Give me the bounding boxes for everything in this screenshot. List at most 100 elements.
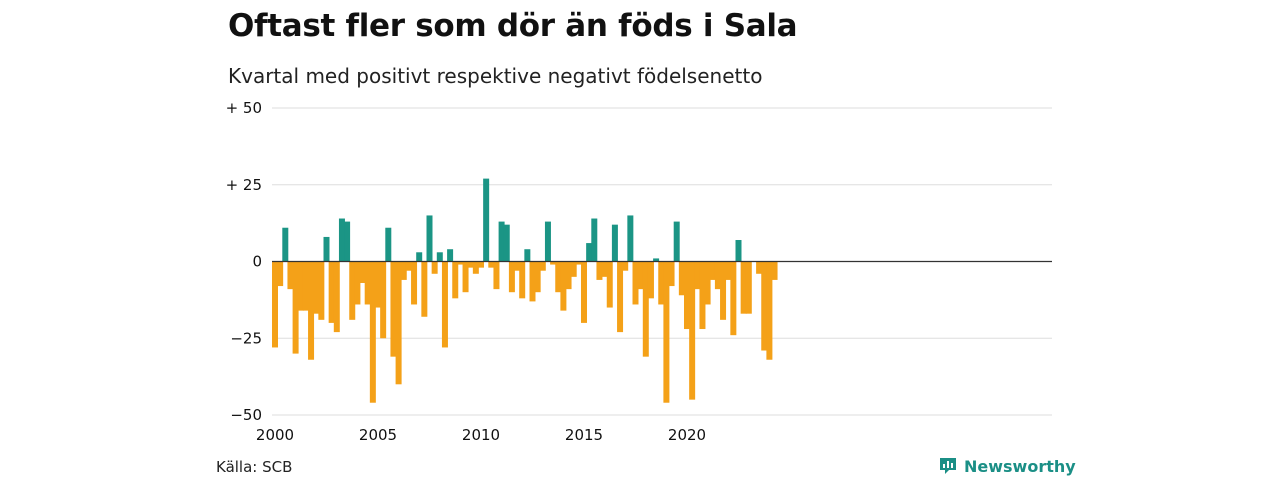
bar [498, 221, 505, 262]
bar [333, 261, 340, 333]
bar [653, 258, 660, 262]
bar [684, 261, 690, 330]
gridlines [272, 107, 1052, 416]
bar [457, 261, 464, 265]
y-tick-label: + 25 [226, 176, 262, 194]
source-note: Källa: SCB [216, 458, 293, 476]
bar [436, 252, 443, 262]
bar [292, 261, 299, 354]
newsworthy-logo-icon [940, 458, 956, 474]
bar [426, 215, 433, 262]
bar [709, 261, 716, 280]
bar [318, 261, 325, 320]
bar [390, 261, 397, 357]
y-tick-label: −25 [230, 329, 262, 347]
bar [555, 261, 562, 293]
bar [704, 261, 711, 305]
bar [395, 261, 402, 385]
bar [272, 261, 278, 348]
bar [596, 261, 603, 280]
bar [766, 261, 773, 360]
x-tick-label: 2020 [668, 426, 706, 444]
bar [411, 261, 418, 305]
bar [287, 261, 294, 290]
bar [673, 221, 680, 262]
bar [699, 261, 706, 330]
bar [658, 261, 665, 305]
bar [663, 261, 670, 403]
y-tick-label: −50 [230, 406, 262, 424]
bar [514, 261, 521, 271]
bar [550, 261, 557, 265]
bar [565, 261, 572, 290]
x-tick-label: 2005 [359, 426, 397, 444]
bar [606, 261, 613, 308]
bar [308, 261, 315, 360]
bar [519, 261, 526, 299]
bar [581, 261, 587, 323]
bar [622, 261, 629, 271]
chart-title: Oftast fler som dör än föds i Sala [228, 8, 798, 44]
x-tick-label: 2000 [256, 426, 294, 444]
newsworthy-brand[interactable]: Newsworthy [938, 456, 1076, 476]
bar [771, 261, 778, 280]
bar [678, 261, 685, 296]
brand-name: Newsworthy [964, 456, 1076, 476]
bar [611, 224, 618, 262]
bar [380, 261, 387, 339]
bar [452, 261, 459, 299]
bar [405, 261, 412, 271]
bar [421, 261, 428, 317]
bar [534, 261, 541, 293]
bar [354, 261, 361, 305]
bar [338, 218, 345, 262]
bar [740, 261, 747, 314]
bar [369, 261, 376, 403]
bar [591, 218, 598, 262]
bar [570, 261, 577, 277]
bar [575, 261, 582, 265]
y-tick-label: 0 [252, 253, 262, 271]
bar [462, 261, 469, 293]
bar [714, 261, 721, 290]
bar [323, 236, 330, 262]
bar [725, 261, 732, 280]
bar [637, 261, 644, 290]
bar [493, 261, 500, 290]
bar [400, 261, 407, 280]
bar [441, 261, 448, 348]
bar [297, 261, 304, 311]
bar [328, 261, 335, 323]
bar [730, 261, 737, 336]
x-axis-tick-labels: 2000 2005 2010 2015 2020 [256, 426, 706, 444]
bar [344, 221, 351, 262]
chart-subtitle: Kvartal med positivt respektive negativt… [228, 64, 763, 88]
bar [447, 249, 454, 262]
bar [488, 261, 495, 268]
bar [689, 261, 696, 400]
bar [544, 221, 551, 262]
bars [272, 178, 778, 403]
bar [745, 261, 752, 314]
bar [349, 261, 356, 320]
bar [478, 261, 484, 268]
bar [761, 261, 768, 351]
x-tick-label: 2015 [565, 426, 603, 444]
bar [385, 227, 392, 262]
bar [668, 261, 675, 287]
bar [313, 261, 320, 314]
bar [416, 252, 423, 262]
bar [539, 261, 546, 271]
bar [364, 261, 371, 305]
bar [627, 215, 634, 262]
bar [617, 261, 624, 333]
bar [601, 261, 608, 277]
bar [560, 261, 567, 311]
bar [647, 261, 654, 299]
bar [503, 224, 510, 262]
bar [483, 178, 490, 262]
bar [720, 261, 727, 320]
bar [472, 261, 479, 274]
y-axis-tick-labels: + 50 + 25 0 −25 −50 [226, 99, 262, 424]
